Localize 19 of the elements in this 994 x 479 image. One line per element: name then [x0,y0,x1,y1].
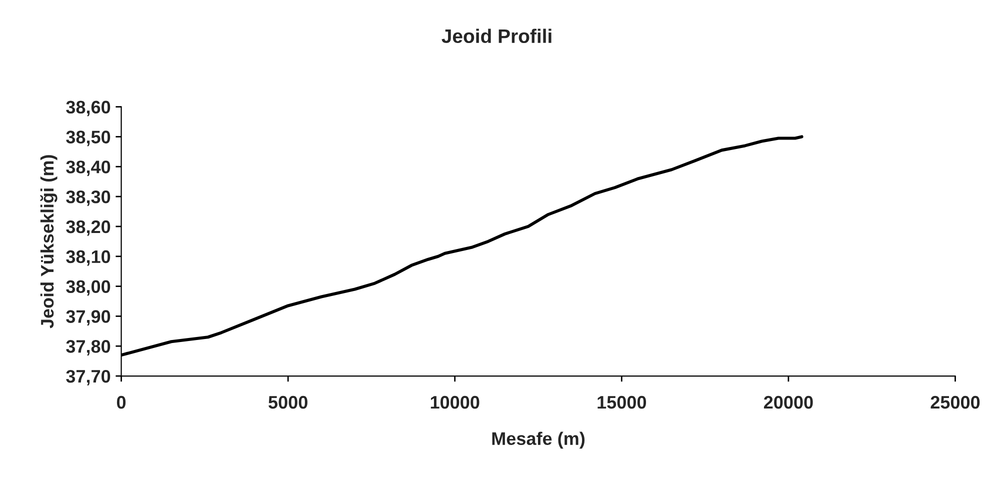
y-tick-label: 37,70 [66,370,110,386]
y-tick-label: 38,20 [66,220,110,236]
y-tick-label: 38,50 [66,130,110,146]
x-tick-label: 10000 [430,396,480,409]
x-tick-label: 25000 [930,396,980,409]
x-tick-label: 20000 [764,396,813,409]
y-tick-label: 38,00 [66,280,110,296]
x-axis-title: Mesafe (m) [492,432,585,449]
y-tick-label: 38,30 [66,190,110,206]
x-tick-label: 0 [116,396,126,409]
y-tick-label: 37,90 [66,310,110,326]
x-tick-label: 5000 [268,396,308,409]
x-tick-label: 15000 [598,396,646,409]
y-tick-label: 37,80 [66,340,110,356]
y-tick-label: 38,60 [66,100,110,116]
chart-title: Jeoid Profili [442,28,552,44]
y-axis-title: Jeoid Yüksekliği (m) [40,155,58,328]
y-tick-label: 38,10 [66,250,110,266]
y-tick-label: 38,40 [66,160,110,176]
